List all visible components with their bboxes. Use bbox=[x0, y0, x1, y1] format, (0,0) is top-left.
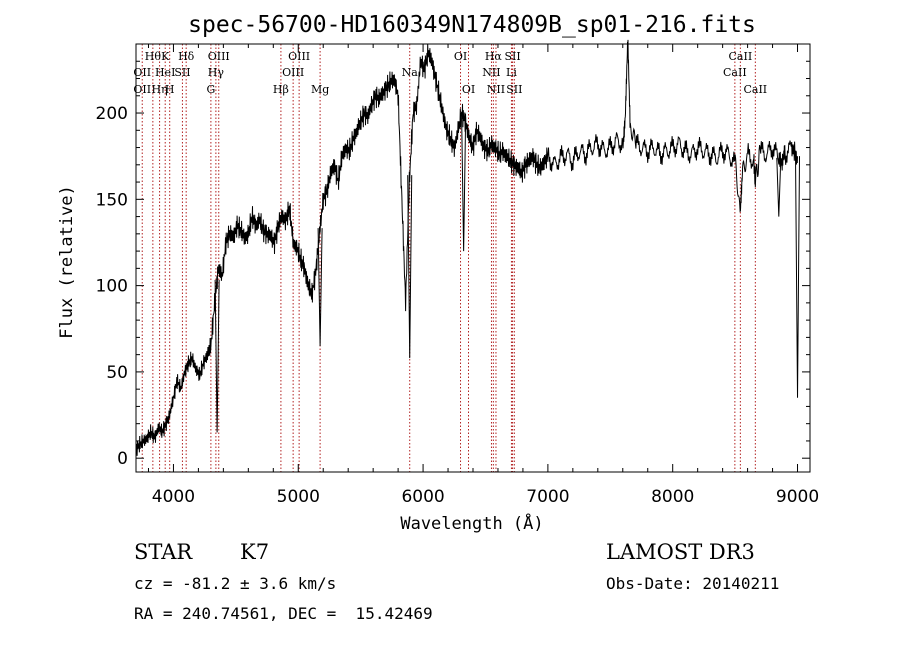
emission-line-label: Na bbox=[402, 66, 419, 79]
emission-line-label: Hα bbox=[485, 50, 503, 63]
emission-line-label: HeI bbox=[155, 66, 175, 79]
emission-line-label: OI bbox=[462, 83, 475, 96]
emission-line-label: OII bbox=[133, 83, 151, 96]
redshift-velocity: cz = -81.2 ± 3.6 km/s bbox=[134, 574, 337, 593]
emission-line-label: Hη bbox=[151, 83, 167, 96]
x-tick-label: 9000 bbox=[776, 487, 819, 507]
x-tick-label: 8000 bbox=[651, 487, 694, 507]
emission-line-label: OIII bbox=[208, 50, 230, 63]
emission-line-label: NII bbox=[487, 83, 505, 96]
chart-title: spec-56700-HD160349N174809B_sp01-216.fit… bbox=[188, 12, 756, 38]
object-class: STAR bbox=[134, 540, 193, 564]
y-tick-label: 0 bbox=[117, 449, 128, 469]
x-tick-label: 5000 bbox=[277, 487, 320, 507]
emission-line-label: OIII bbox=[282, 66, 304, 79]
emission-line-label: OII bbox=[133, 66, 151, 79]
emission-line-label: NII bbox=[482, 66, 500, 79]
emission-line-label: CaII bbox=[729, 50, 753, 63]
y-tick-label: 100 bbox=[96, 277, 128, 297]
y-tick-label: 150 bbox=[96, 190, 128, 210]
emission-line-label: Li bbox=[506, 66, 517, 79]
x-tick-label: 7000 bbox=[526, 487, 569, 507]
emission-line-label: CaII bbox=[743, 83, 767, 96]
absorption-dip bbox=[461, 117, 467, 252]
y-tick-label: 200 bbox=[96, 104, 128, 124]
spectrum-series-line bbox=[135, 39, 798, 456]
emission-line-label: K bbox=[161, 50, 170, 63]
plot-frame bbox=[135, 43, 811, 473]
absorption-dip bbox=[214, 279, 220, 433]
emission-line-markers bbox=[141, 44, 756, 472]
emission-line-label: OIII bbox=[288, 50, 310, 63]
emission-line-label: H bbox=[165, 83, 175, 96]
emission-line-label: G bbox=[206, 83, 215, 96]
emission-line-label: SII bbox=[504, 50, 520, 63]
survey-name: LAMOST DR3 bbox=[606, 540, 755, 564]
emission-line-label: SII bbox=[506, 83, 522, 96]
absorption-dip bbox=[795, 156, 801, 398]
emission-line-labels: OII OII Hθ Hη K HeI H SII Hδ G Hγ OIII Hβ OIII OIII Mg N… bbox=[133, 50, 767, 96]
emission-line-label: CaII bbox=[723, 66, 747, 79]
absorption-dips bbox=[214, 117, 801, 433]
observation-date: Obs-Date: 20140211 bbox=[606, 574, 780, 593]
x-axis-label: Wavelength (Å) bbox=[400, 512, 543, 534]
y-tick-label: 50 bbox=[106, 363, 128, 383]
y-axis-label: Flux (relative) bbox=[57, 185, 77, 339]
absorption-dip bbox=[317, 228, 323, 347]
x-tick-label: 4000 bbox=[152, 487, 195, 507]
x-tick-label: 6000 bbox=[401, 487, 444, 507]
emission-line-label: Mg bbox=[311, 83, 329, 96]
emission-line-label: Hθ bbox=[145, 50, 162, 63]
absorption-dip bbox=[407, 175, 413, 359]
sky-coordinates: RA = 240.74561, DEC = 15.42469 bbox=[134, 604, 433, 623]
emission-line-label: SII bbox=[174, 66, 190, 79]
object-subclass: K7 bbox=[240, 540, 270, 564]
absorption-dip bbox=[776, 157, 782, 217]
emission-line-label: Hδ bbox=[178, 50, 195, 63]
emission-line-label: Hγ bbox=[208, 66, 225, 79]
emission-line-label: OI bbox=[454, 50, 467, 63]
x-axis-ticks: 4000 5000 6000 7000 8000 9000 bbox=[147, 44, 819, 507]
emission-line-label: Hβ bbox=[273, 83, 289, 96]
y-axis-ticks: 0 50 100 150 200 bbox=[96, 60, 810, 469]
